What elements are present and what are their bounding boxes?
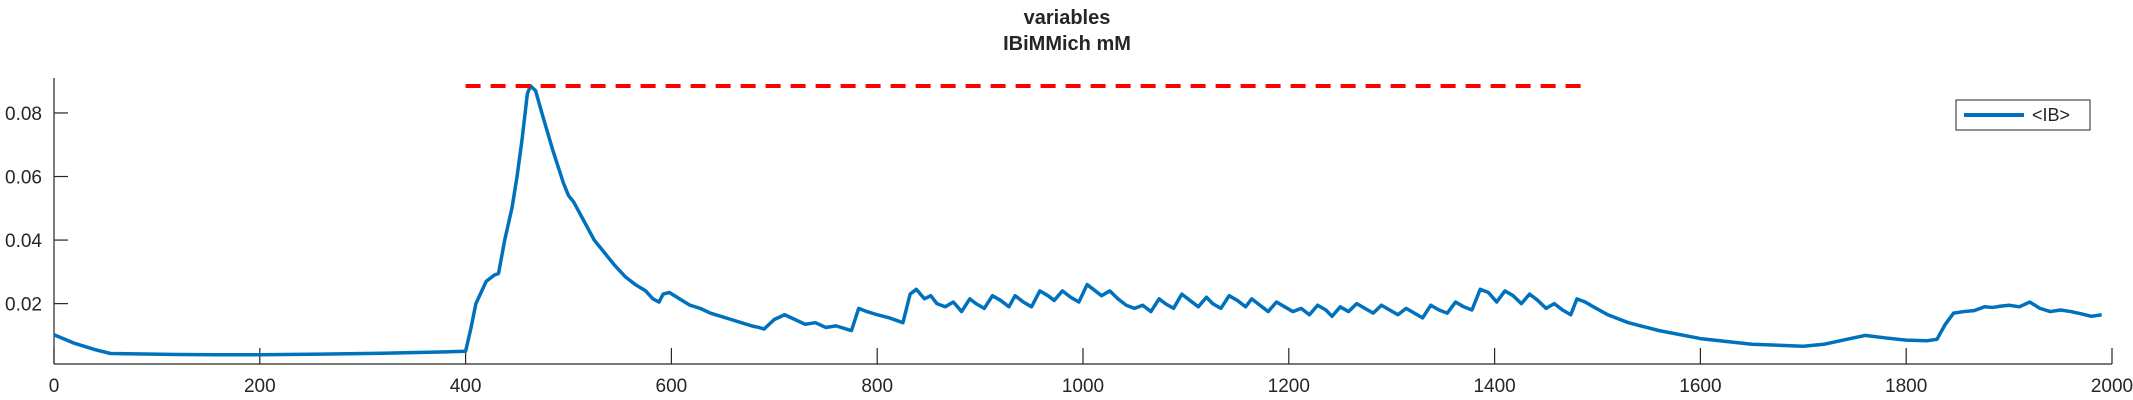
y-tick-label: 0.08 xyxy=(5,104,42,125)
y-tick-label: 0.04 xyxy=(5,231,42,252)
chart-title-group: variables IBiMMich mM xyxy=(1003,7,1131,55)
x-tick-label: 2000 xyxy=(2091,376,2133,397)
series-ib-line xyxy=(53,84,2102,357)
x-tick-label: 600 xyxy=(656,376,688,397)
x-tick-label: 1200 xyxy=(1268,376,1310,397)
x-tick-label: 1400 xyxy=(1473,376,1515,397)
chart-subtitle: IBiMMich mM xyxy=(1003,33,1131,55)
chart-title: variables xyxy=(1024,7,1111,29)
x-tick-label: 1800 xyxy=(1885,376,1927,397)
y-tick-label: 0.06 xyxy=(5,168,42,189)
y-axis-ticks: 0.02 0.04 0.06 0.08 xyxy=(5,104,68,316)
x-tick-label: 1000 xyxy=(1062,376,1104,397)
x-tick-label: 400 xyxy=(450,376,482,397)
series-layer xyxy=(53,83,2102,357)
legend: <IB> xyxy=(1955,99,2091,131)
y-tick-label: 0.02 xyxy=(5,295,42,316)
legend-label-ib: <IB> xyxy=(2032,105,2070,125)
x-tick-label: 0 xyxy=(49,376,60,397)
x-tick-label: 800 xyxy=(861,376,893,397)
x-tick-label: 200 xyxy=(244,376,276,397)
axes xyxy=(53,78,2112,365)
x-axis-ticks: 0 200 400 600 800 1000 1200 1400 1600 1800 2000 xyxy=(49,348,2133,397)
x-tick-label: 1600 xyxy=(1679,376,1721,397)
